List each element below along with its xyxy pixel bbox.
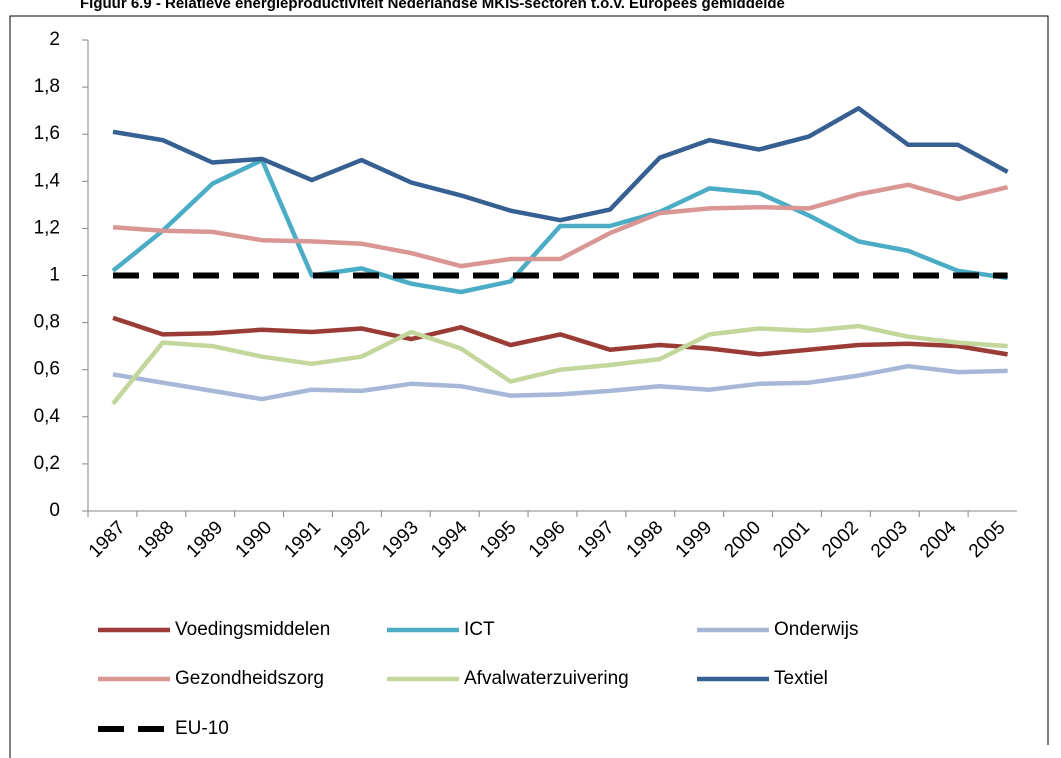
series-line	[112, 182, 1009, 269]
x-tick-label: 1990	[231, 517, 276, 562]
x-tick-label: 2003	[867, 517, 912, 562]
y-tick-label: 1	[49, 265, 60, 286]
x-tick-label: 1995	[476, 517, 521, 562]
x-tick-label: 1998	[623, 517, 668, 562]
y-tick-label: 1,2	[34, 217, 60, 238]
legend-label: Voedingsmiddelen	[175, 619, 330, 640]
x-tick-label: 1996	[525, 517, 570, 562]
legend-label: EU-10	[175, 718, 229, 739]
legend-label: Gezondheidszorg	[175, 668, 324, 689]
y-tick-label: 1,8	[34, 76, 60, 97]
x-tick-label: 2000	[720, 517, 765, 562]
x-tick-label: 1992	[329, 517, 374, 562]
x-tick-label: 2002	[818, 517, 863, 562]
series-line	[112, 363, 1008, 402]
x-tick-label: 1997	[574, 517, 619, 562]
y-tick-label: 2	[49, 29, 60, 50]
y-tick-label: 1,6	[34, 123, 60, 144]
legend-label: Textiel	[774, 668, 828, 689]
y-tick-label: 0,4	[34, 406, 61, 427]
x-tick-label: 1999	[672, 517, 717, 562]
x-tick-label: 1989	[183, 517, 228, 562]
series-line	[111, 323, 1008, 406]
series-line	[112, 315, 1008, 357]
y-tick-label: 1,4	[34, 170, 61, 191]
y-tick-label: 0	[49, 500, 60, 521]
frame	[9, 15, 1049, 758]
legend-label: ICT	[464, 619, 495, 640]
x-tick-label: 2005	[965, 517, 1010, 562]
x-tick-label: 1994	[427, 517, 472, 562]
series-line	[111, 157, 1008, 295]
y-tick-label: 0,8	[34, 312, 60, 333]
y-tick-label: 0,2	[34, 453, 60, 474]
series-line	[112, 106, 1009, 223]
x-tick-label: 1991	[280, 517, 325, 562]
y-tick-label: 0,6	[34, 359, 60, 380]
x-tick-label: 1987	[85, 517, 130, 562]
x-tick-label: 1988	[134, 517, 179, 562]
x-tick-label: 1993	[378, 517, 423, 562]
x-tick-label: 2004	[916, 517, 961, 562]
x-tick-label: 2001	[769, 517, 814, 562]
chart-title: Figuur 6.9 - Relatieve energieproductivi…	[80, 0, 785, 12]
legend-label: Afvalwaterzuivering	[464, 668, 629, 689]
legend-label: Onderwijs	[774, 619, 858, 640]
